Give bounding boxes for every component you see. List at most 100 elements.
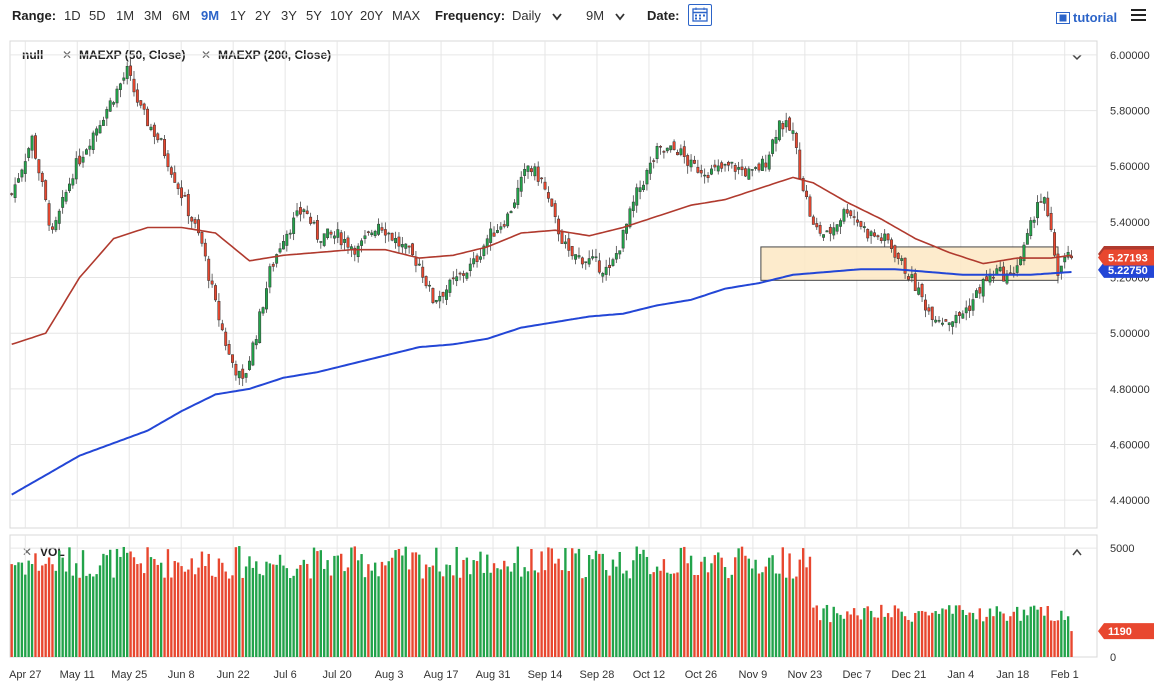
volume-bar [798,559,801,657]
volume-bar [999,611,1002,657]
candle-body [835,224,839,232]
volume-bar [387,561,390,657]
chevron-down-icon[interactable] [615,13,625,21]
volume-bar [526,571,530,657]
candle-body [47,203,51,226]
range-button-1m[interactable]: 1M [116,8,135,23]
volume-bar [24,574,27,657]
candle-body [740,166,744,171]
volume-bar [85,575,88,657]
candle-body [957,312,961,316]
candle-body [302,209,306,213]
close-icon[interactable]: ✕ [62,48,73,62]
range-button-1d[interactable]: 1D [64,8,81,23]
candle-body [1005,273,1009,284]
range-button-2y[interactable]: 2Y [255,8,271,23]
volume-bar [302,559,306,657]
candle-body [794,132,798,148]
range-button-10y[interactable]: 10Y [330,8,354,23]
range-button-3m[interactable]: 3M [144,8,163,23]
candle-body [492,232,496,237]
range-button-9m[interactable]: 9M [201,8,220,23]
volume-bar [475,561,479,657]
candle-body [183,195,187,197]
volume-bar [598,553,601,657]
candle-body [57,210,61,224]
candle-body [390,232,394,241]
candle-body [1036,202,1039,219]
range-button-max[interactable]: MAX [392,8,421,23]
chevron-down-icon[interactable] [552,13,562,21]
volume-bar [37,570,41,657]
volume-bar [965,615,968,657]
candle-body [828,226,832,234]
volume-bar [183,571,187,657]
menu-icon[interactable] [1131,9,1146,21]
date-tick-label: Sep 14 [528,669,563,681]
range-button-1y[interactable]: 1Y [230,8,246,23]
candle-body [509,211,513,214]
volume-bar [418,554,421,657]
range-button-5d[interactable]: 5D [89,8,106,23]
candle-body [13,184,17,198]
candle-body [808,196,812,217]
volume-bar [815,605,818,657]
volume-bar [693,574,696,657]
candle-body [40,172,44,183]
candle-body [580,257,584,265]
candle-body [645,169,649,185]
candle-body [451,277,455,280]
volume-bar [492,563,496,657]
candle-body [305,210,309,214]
tutorial-link[interactable]: tutorial [1073,10,1118,25]
calendar-icon[interactable] [688,4,712,26]
volume-bar [200,551,204,657]
candle-body [920,284,924,298]
volume-bar [1032,605,1036,657]
period-select[interactable]: 9M [586,8,605,23]
candle-body [438,295,442,302]
candle-body [27,148,31,158]
volume-bar [95,574,98,657]
volume-bar [421,578,424,657]
frequency-select[interactable]: Daily [512,8,541,23]
volume-bar [217,558,221,657]
candle-body [910,274,914,278]
candle-body [214,285,217,301]
volume-bar [506,566,509,657]
candle-body [679,148,683,155]
candle-body [74,158,78,180]
volume-bar [903,616,907,657]
volume-bar [686,563,689,657]
range-button-3y[interactable]: 3Y [281,8,297,23]
price-tick-label: 4.60000 [1110,440,1150,452]
close-icon[interactable]: ✕ [201,48,212,62]
range-button-6m[interactable]: 6M [172,8,191,23]
candle-body [404,243,408,249]
candle-body [499,226,503,230]
volume-bar [873,617,876,657]
candle-body [676,152,679,156]
candle-body [1042,197,1046,204]
price-panel-border [9,40,1098,529]
chevron-down-icon[interactable] [1072,54,1082,61]
candle-body [394,238,397,244]
close-icon[interactable]: ✕ [22,545,33,559]
volume-bar [971,612,975,657]
candle-body [903,257,907,274]
volume-bar [234,547,238,657]
candle-body [743,168,747,177]
volume-bar [146,547,149,657]
volume-bar [1005,620,1009,657]
volume-bar [1029,606,1032,657]
chevron-up-icon[interactable] [1072,549,1082,556]
range-button-5y[interactable]: 5Y [306,8,322,23]
candle-body [815,223,819,228]
volume-bar [282,565,285,657]
range-button-20y[interactable]: 20Y [360,8,384,23]
volume-bar [604,570,608,657]
candle-body [326,228,330,238]
candle-body [529,168,533,173]
volume-bar [876,617,880,657]
